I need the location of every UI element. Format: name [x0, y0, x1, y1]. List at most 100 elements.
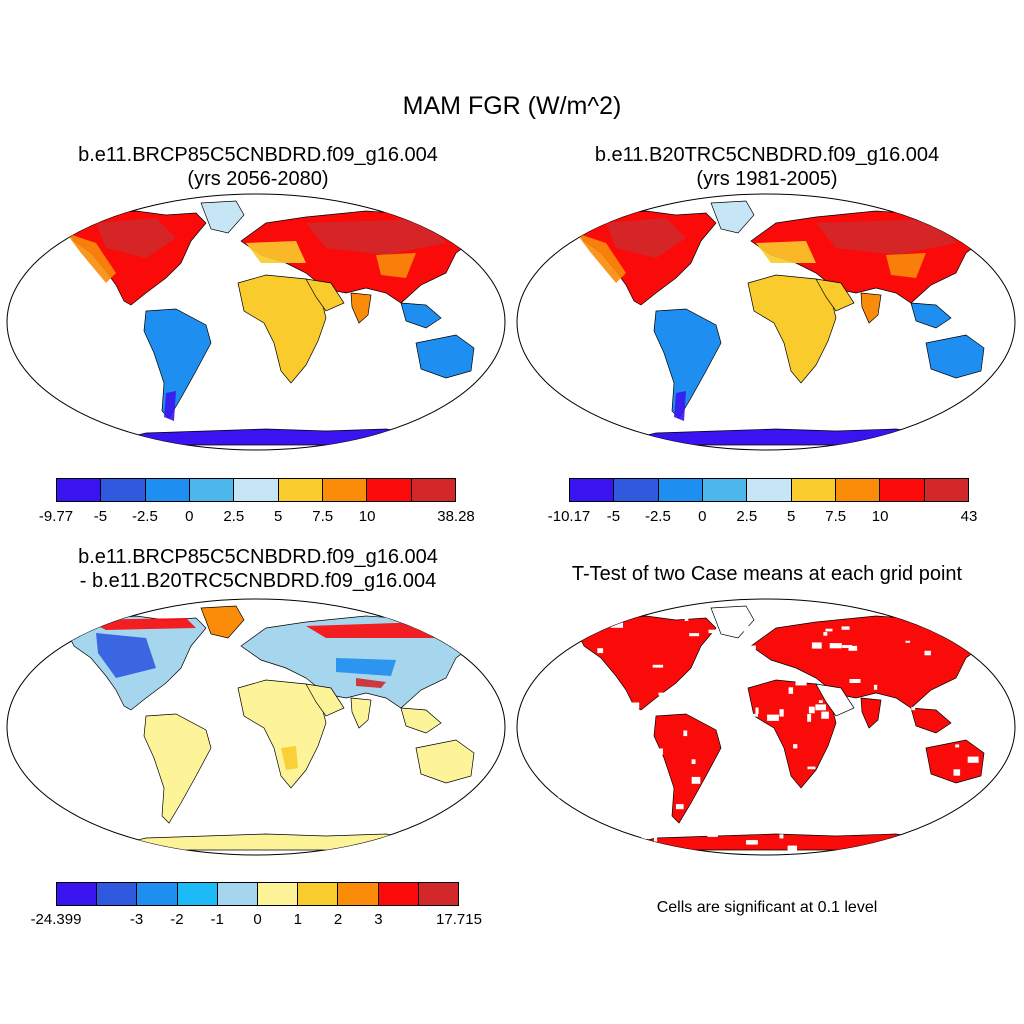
panel-3-title-line2: - b.e11.B20TRC5CNBDRD.f09_g16.004 [79, 570, 437, 592]
panel-3-colorbar-labels: -24.399 -3 -2 -1 0 1 2 3 17.715 [31, 911, 482, 931]
non-significant-cell [783, 675, 791, 679]
non-significant-cell [877, 726, 883, 732]
significance-note: Cells are significant at 0.1 level [656, 899, 878, 916]
field-region [306, 219, 446, 255]
field-region [96, 218, 176, 258]
colorbar-tick-label: 2 [333, 911, 343, 928]
landmass-australia [415, 739, 475, 784]
colorbar-swatch [338, 883, 379, 905]
colorbar-tick-label: 5 [787, 508, 796, 525]
non-significant-cell [748, 645, 756, 650]
field-region [886, 253, 926, 278]
colorbar-tick-label: 3 [374, 911, 383, 928]
colorbar-swatch [137, 883, 178, 905]
non-significant-cell [526, 724, 534, 727]
non-significant-cell [640, 820, 649, 824]
field-region [376, 253, 416, 278]
colorbar-tick-label: 5 [274, 508, 283, 525]
non-significant-cell [586, 798, 598, 802]
non-significant-cell [929, 836, 937, 842]
panel-1-map [6, 193, 506, 451]
panel-2-title: b.e11.B20TRC5CNBDRD.f09_g16.004 (yrs 198… [510, 143, 1024, 191]
non-significant-cell [591, 661, 599, 665]
non-significant-cell [900, 774, 906, 781]
colorbar-tick-label: 2.5 [736, 508, 758, 525]
non-significant-cell [727, 740, 737, 744]
non-significant-cell [622, 734, 629, 737]
non-significant-cell [761, 742, 766, 747]
non-significant-cell [655, 792, 668, 800]
non-significant-cell [922, 786, 931, 792]
non-significant-cell [535, 682, 545, 685]
field-region [66, 233, 116, 283]
colorbar-swatch [217, 883, 259, 905]
landmass-australia [925, 739, 985, 784]
non-significant-cell [742, 785, 750, 793]
colorbar-tick-label: -2.5 [131, 508, 158, 525]
non-significant-cell [793, 744, 798, 749]
landmass-southAmerica [143, 713, 212, 824]
non-significant-cell [792, 613, 799, 618]
non-significant-cell [840, 609, 844, 613]
field-region [164, 391, 176, 421]
non-significant-cell [614, 765, 620, 773]
non-significant-cell [986, 731, 990, 736]
non-significant-cell [548, 706, 559, 713]
landmass-india [350, 292, 372, 324]
landmass-australia [925, 334, 985, 379]
landmass-greenland [200, 200, 245, 234]
field-region [96, 633, 156, 678]
panel-1-title: b.e11.BRCP85C5CNBDRD.f09_g16.004 (yrs 20… [0, 143, 516, 191]
colorbar-swatch [835, 479, 881, 501]
non-significant-cell [951, 835, 959, 844]
colorbar-swatch [101, 479, 146, 501]
non-significant-cell [916, 755, 926, 758]
colorbar-swatch [880, 479, 925, 501]
non-significant-cell [565, 642, 570, 647]
non-significant-cell [942, 707, 950, 715]
colorbar-swatch [658, 479, 703, 501]
non-significant-cell [989, 799, 1002, 804]
non-significant-cell [841, 626, 850, 630]
non-significant-cell [684, 614, 689, 621]
non-significant-cell [647, 721, 652, 727]
non-significant-cell [580, 686, 585, 692]
colorbar-swatch [702, 479, 748, 501]
landmass-seAsia [400, 302, 442, 329]
colorbar-swatch [298, 883, 339, 905]
colorbar-tick-label: 1 [293, 911, 302, 928]
landmass-arabia [305, 278, 345, 312]
colorbar-swatch [97, 883, 138, 905]
non-significant-cell [658, 748, 663, 755]
panel-4-title: T-Test of two Case means at each grid po… [571, 563, 963, 585]
non-significant-cell [923, 844, 935, 848]
non-significant-cell [758, 668, 766, 674]
non-significant-cell [815, 704, 826, 711]
non-significant-cell [720, 661, 728, 664]
non-significant-cell [763, 620, 769, 626]
colorbar-swatch [322, 479, 368, 501]
colorbar-swatch [418, 883, 459, 905]
landmass-eurasia [750, 615, 987, 709]
landmass-arabia [815, 278, 855, 312]
non-significant-cell [654, 837, 658, 842]
non-significant-cell [788, 687, 794, 694]
non-significant-cell [953, 769, 961, 776]
non-significant-cell [689, 633, 700, 637]
field-region [816, 219, 956, 255]
non-significant-cell [779, 709, 784, 717]
landmass-india [860, 292, 882, 324]
colorbar-swatch [367, 479, 412, 501]
non-significant-cell [615, 681, 619, 687]
non-significant-cell [607, 799, 617, 805]
field-region [756, 241, 816, 263]
non-significant-cell [698, 668, 705, 672]
non-significant-cell [987, 754, 994, 759]
field-region [356, 678, 386, 688]
non-significant-cell [843, 727, 856, 734]
panel-2-title-line2: (yrs 1981-2005) [696, 168, 838, 190]
non-significant-cell [691, 759, 696, 764]
non-significant-cell [990, 822, 996, 826]
colorbar-swatch [278, 479, 323, 501]
non-significant-cell [742, 815, 750, 818]
